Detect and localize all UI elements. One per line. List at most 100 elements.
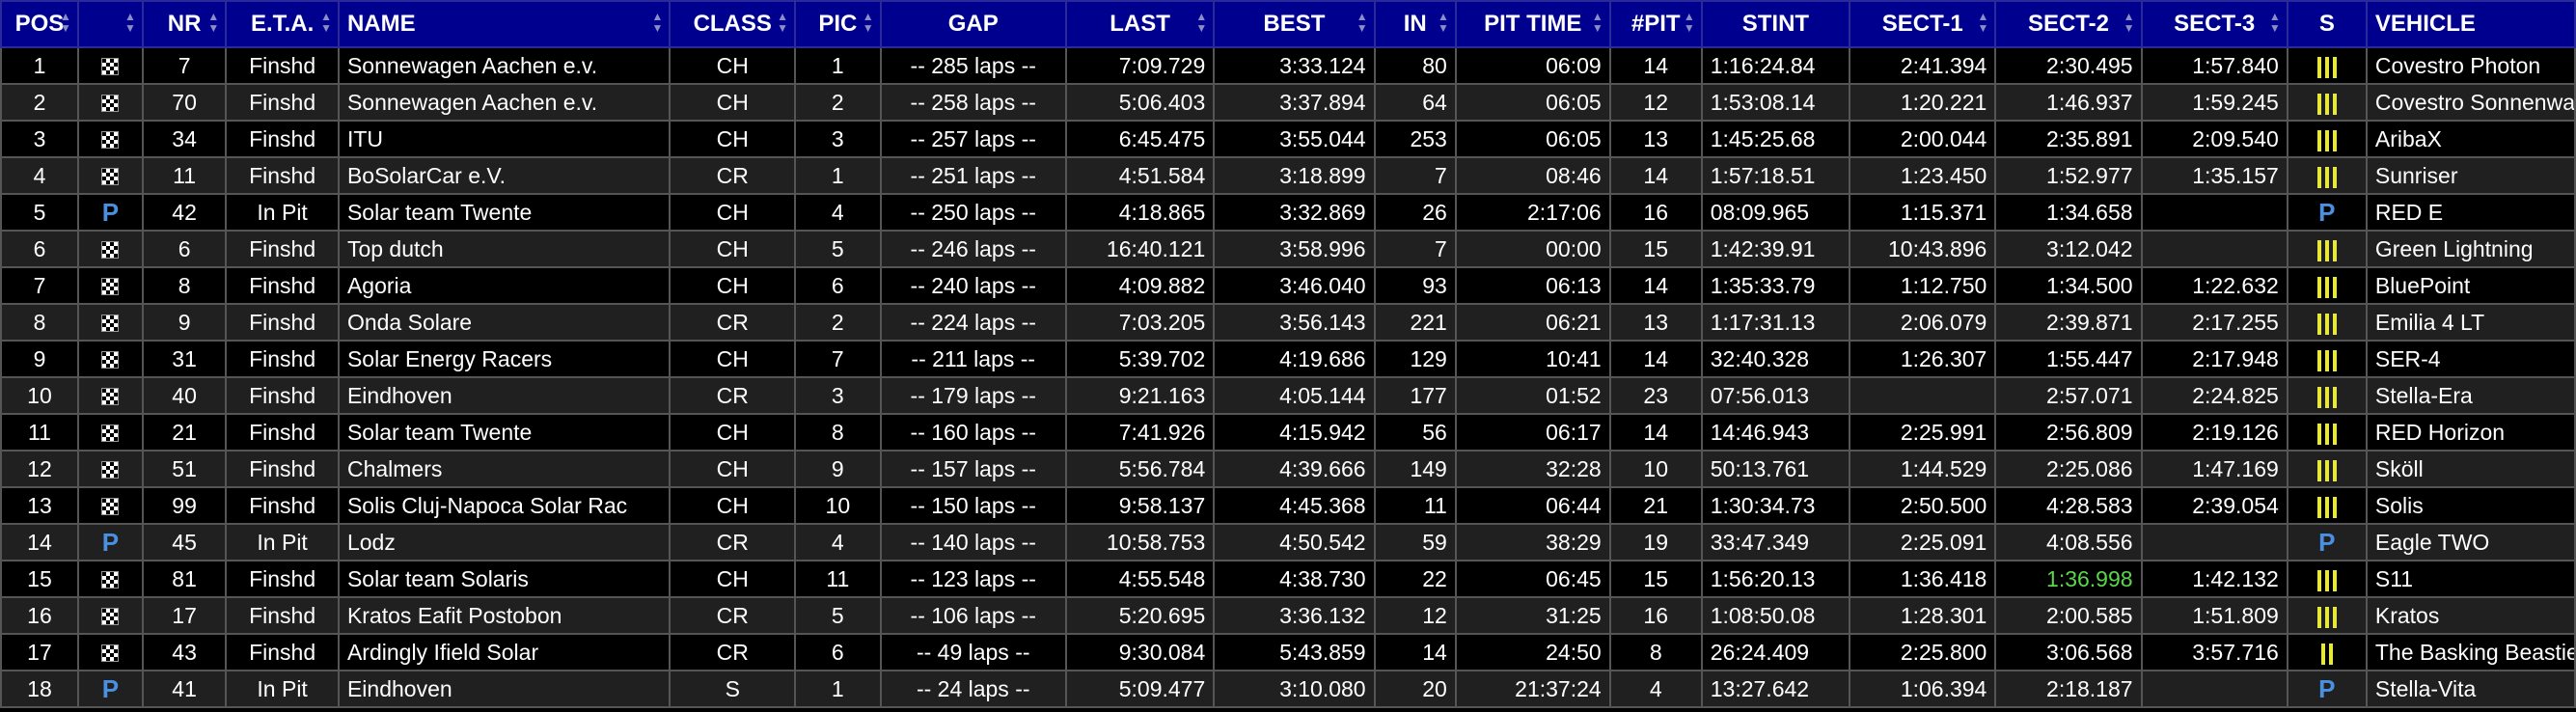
cell-text: 3:57.716 (2192, 639, 2279, 665)
table-row[interactable]: 18 P 41 In Pit Eindhoven S 1 -- 24 laps -- 5:09.… (0, 670, 2576, 708)
table-row[interactable]: 11 21 Finshd Solar team Twente CH 8 -- 160 lap… (0, 413, 2576, 452)
cell-text: 3:36.132 (1279, 602, 1366, 628)
sector-bars-icon (2316, 163, 2339, 189)
col-header-s[interactable]: S (2286, 0, 2368, 48)
cell-text: 3:06.568 (2046, 639, 2133, 665)
table-row[interactable]: 12 51 Finshd Chalmers CH 9 -- 157 laps -- 5:56.… (0, 450, 2576, 488)
col-header-best[interactable]: BEST ▲ ▼ (1213, 0, 1376, 48)
cell-text: 5:56.784 (1118, 455, 1206, 481)
sort-icon: ▲ ▼ (651, 10, 664, 35)
cell-text: 2:56.809 (2046, 419, 2133, 445)
cell-flag (76, 46, 144, 85)
cell-sect1: 2:25.800 (1849, 633, 1997, 671)
cell-in: 253 (1373, 120, 1457, 158)
cell-best: 3:55.044 (1213, 120, 1376, 158)
cell-text: In Pit (257, 675, 308, 701)
col-header-nr[interactable]: NR ▲ ▼ (141, 0, 228, 48)
sort-icon: ▲ ▼ (60, 10, 71, 35)
cell-flag (76, 303, 144, 342)
table-row[interactable]: 4 11 Finshd BoSolarCar e.V. CR 1 -- 251 laps -… (0, 156, 2576, 195)
cell-in: 26 (1373, 193, 1457, 232)
cell-text: Solar team Solaris (346, 565, 529, 591)
cell-gap: -- 49 laps -- (879, 633, 1067, 671)
cell-eta: In Pit (225, 670, 340, 708)
col-header-pit-time[interactable]: PIT TIME ▲ ▼ (1454, 0, 1611, 48)
table-row[interactable]: 2 70 Finshd Sonnewagen Aachen e.v. CH 2 -- 258… (0, 83, 2576, 122)
cell-text: 20 (1422, 675, 1447, 701)
cell-pic: 1 (794, 670, 882, 708)
cell-s (2286, 486, 2368, 525)
cell-text: 32:40.328 (1710, 345, 1810, 371)
cell-text: 2:35.891 (2046, 125, 2133, 151)
cell-text: 5:39.702 (1118, 345, 1206, 371)
col-header-name[interactable]: NAME ▲ ▼ (337, 0, 671, 48)
col-header-flag[interactable]: ▲ ▼ (76, 0, 144, 48)
cell-text: 06:17 (1546, 419, 1602, 445)
col-header-sect1[interactable]: SECT-1 ▲ ▼ (1849, 0, 1997, 48)
sector-bars-icon (2316, 420, 2339, 446)
cell-text: 4:28.583 (2046, 492, 2133, 518)
cell-eta: Finshd (225, 560, 340, 598)
table-row[interactable]: 7 8 Finshd Agoria CH 6 -- 240 laps -- 4:09.882 3… (0, 266, 2576, 305)
col-header-sect3[interactable]: SECT-3 ▲ ▼ (2140, 0, 2288, 48)
cell-sect2: 1:52.977 (1994, 156, 2143, 195)
col-header-pic[interactable]: PIC ▲ ▼ (794, 0, 882, 48)
cell-text: 1:06.394 (1900, 675, 1987, 701)
cell-eta: Finshd (225, 266, 340, 305)
cell-flag: P (76, 523, 144, 561)
cell-in: 129 (1373, 340, 1457, 378)
cell-sect1 (1849, 376, 1997, 415)
table-row[interactable]: 13 99 Finshd Solis Cluj-Napoca Solar Rac CH 1… (0, 486, 2576, 525)
cell-sect3: 2:09.540 (2140, 120, 2288, 158)
col-header-vehicle[interactable]: VEHICLE (2365, 0, 2576, 48)
col-header-class[interactable]: CLASS ▲ ▼ (669, 0, 797, 48)
cell-text: 4:18.865 (1118, 199, 1206, 225)
col-header-sect2[interactable]: SECT-2 ▲ ▼ (1994, 0, 2143, 48)
cell-pos: 6 (0, 230, 79, 268)
table-row[interactable]: 1 7 Finshd Sonnewagen Aachen e.v. CH 1 -- 285 … (0, 46, 2576, 85)
checkered-flag-icon (101, 608, 120, 626)
cell-stint: 1:53:08.14 (1700, 83, 1851, 122)
cell-sect3: 2:17.255 (2140, 303, 2288, 342)
table-row[interactable]: 17 43 Finshd Ardingly Ifield Solar CR 6 -- 49 … (0, 633, 2576, 671)
table-row[interactable]: 16 17 Finshd Kratos Eafit Postobon CR 5 -- 106… (0, 596, 2576, 635)
table-row[interactable]: 14 P 45 In Pit Lodz CR 4 -- 140 laps -- 10:58.75… (0, 523, 2576, 561)
col-header-eta[interactable]: E.T.A. ▲ ▼ (225, 0, 340, 48)
cell-text: Finshd (249, 52, 316, 78)
cell-sect1: 2:41.394 (1849, 46, 1997, 85)
cell-s (2286, 120, 2368, 158)
col-header-stint[interactable]: STINT (1700, 0, 1851, 48)
cell-text: 2:00.044 (1900, 125, 1987, 151)
cell-pos: 14 (0, 523, 79, 561)
col-header-in[interactable]: IN ▲ ▼ (1373, 0, 1457, 48)
sort-icon: ▲ ▼ (1195, 10, 1208, 35)
table-row[interactable]: 5 P 42 In Pit Solar team Twente CH 4 -- 250 lap… (0, 193, 2576, 232)
col-header-pos[interactable]: POS ▲ ▼ (0, 0, 79, 48)
cell-eta: Finshd (225, 120, 340, 158)
table-row[interactable]: 3 34 Finshd ITU CH 3 -- 257 laps -- 6:45.475 3:5… (0, 120, 2576, 158)
col-header-pits[interactable]: #PIT ▲ ▼ (1608, 0, 1703, 48)
cell-class: CR (669, 303, 797, 342)
col-header-last[interactable]: LAST ▲ ▼ (1064, 0, 1216, 48)
cell-text: Finshd (249, 309, 316, 335)
cell-nr: 9 (141, 303, 228, 342)
table-row[interactable]: 15 81 Finshd Solar team Solaris CH 11 -- 123 l… (0, 560, 2576, 598)
cell-sect3: 1:42.132 (2140, 560, 2288, 598)
cell-text: 5:43.859 (1279, 639, 1366, 665)
table-row[interactable]: 10 40 Finshd Eindhoven CR 3 -- 179 laps -- 9:21… (0, 376, 2576, 415)
table-row[interactable]: 8 9 Finshd Onda Solare CR 2 -- 224 laps -- 7:03… (0, 303, 2576, 342)
cell-class: CH (669, 450, 797, 488)
cell-text: 7 (1435, 162, 1447, 188)
table-row[interactable]: 9 31 Finshd Solar Energy Racers CH 7 -- 211 la… (0, 340, 2576, 378)
cell-sect1: 1:06.394 (1849, 670, 1997, 708)
cell-text: 1:35:33.79 (1710, 272, 1816, 298)
cell-text: 2:06.079 (1900, 309, 1987, 335)
cell-flag (76, 83, 144, 122)
col-header-gap[interactable]: GAP (879, 0, 1067, 48)
checkered-flag-icon (101, 644, 120, 663)
cell-text: CH (716, 455, 749, 481)
table-row[interactable]: 6 6 Finshd Top dutch CH 5 -- 246 laps -- 16:40.… (0, 230, 2576, 268)
cell-text: -- 106 laps -- (910, 602, 1036, 628)
cell-in: 64 (1373, 83, 1457, 122)
cell-eta: Finshd (225, 230, 340, 268)
